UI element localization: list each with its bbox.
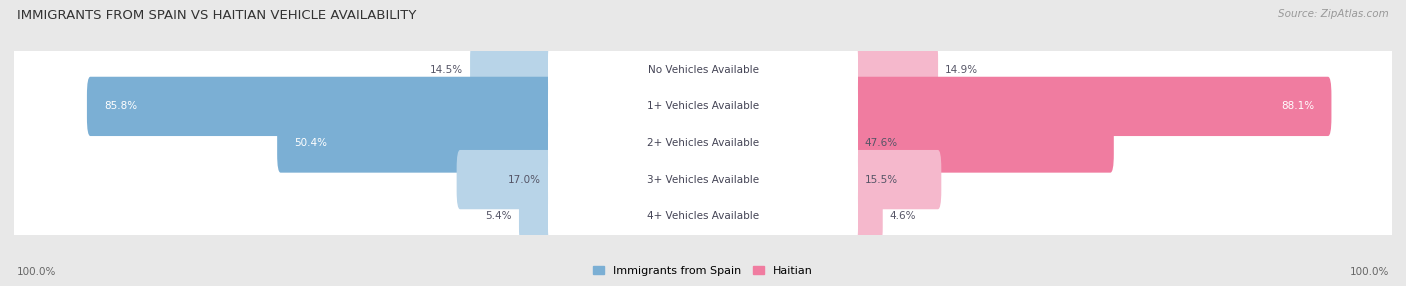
- Text: 88.1%: 88.1%: [1281, 102, 1315, 111]
- Text: 1+ Vehicles Available: 1+ Vehicles Available: [647, 102, 759, 111]
- Text: 50.4%: 50.4%: [294, 138, 328, 148]
- FancyBboxPatch shape: [277, 113, 555, 173]
- Text: IMMIGRANTS FROM SPAIN VS HAITIAN VEHICLE AVAILABILITY: IMMIGRANTS FROM SPAIN VS HAITIAN VEHICLE…: [17, 9, 416, 21]
- Text: 100.0%: 100.0%: [17, 267, 56, 277]
- FancyBboxPatch shape: [548, 40, 858, 100]
- FancyBboxPatch shape: [851, 150, 941, 209]
- Text: 14.5%: 14.5%: [430, 65, 463, 75]
- FancyBboxPatch shape: [851, 77, 1331, 136]
- Text: 3+ Vehicles Available: 3+ Vehicles Available: [647, 175, 759, 184]
- Text: 14.9%: 14.9%: [945, 65, 979, 75]
- Text: 4.6%: 4.6%: [890, 211, 917, 221]
- FancyBboxPatch shape: [851, 186, 883, 246]
- Text: No Vehicles Available: No Vehicles Available: [648, 65, 758, 75]
- FancyBboxPatch shape: [13, 110, 1393, 176]
- Text: 4+ Vehicles Available: 4+ Vehicles Available: [647, 211, 759, 221]
- FancyBboxPatch shape: [851, 40, 938, 100]
- Text: 85.8%: 85.8%: [104, 102, 138, 111]
- FancyBboxPatch shape: [13, 73, 1393, 140]
- FancyBboxPatch shape: [548, 77, 858, 136]
- FancyBboxPatch shape: [13, 37, 1393, 103]
- Legend: Immigrants from Spain, Haitian: Immigrants from Spain, Haitian: [589, 261, 817, 281]
- FancyBboxPatch shape: [13, 146, 1393, 213]
- FancyBboxPatch shape: [87, 77, 555, 136]
- FancyBboxPatch shape: [548, 150, 858, 209]
- FancyBboxPatch shape: [851, 113, 1114, 173]
- Text: 5.4%: 5.4%: [485, 211, 512, 221]
- FancyBboxPatch shape: [548, 186, 858, 246]
- Text: 100.0%: 100.0%: [1350, 267, 1389, 277]
- FancyBboxPatch shape: [519, 186, 555, 246]
- Text: Source: ZipAtlas.com: Source: ZipAtlas.com: [1278, 9, 1389, 19]
- FancyBboxPatch shape: [457, 150, 555, 209]
- FancyBboxPatch shape: [548, 113, 858, 173]
- Text: 17.0%: 17.0%: [508, 175, 541, 184]
- Text: 15.5%: 15.5%: [865, 175, 898, 184]
- FancyBboxPatch shape: [13, 183, 1393, 249]
- FancyBboxPatch shape: [470, 40, 555, 100]
- Text: 47.6%: 47.6%: [865, 138, 898, 148]
- Text: 2+ Vehicles Available: 2+ Vehicles Available: [647, 138, 759, 148]
